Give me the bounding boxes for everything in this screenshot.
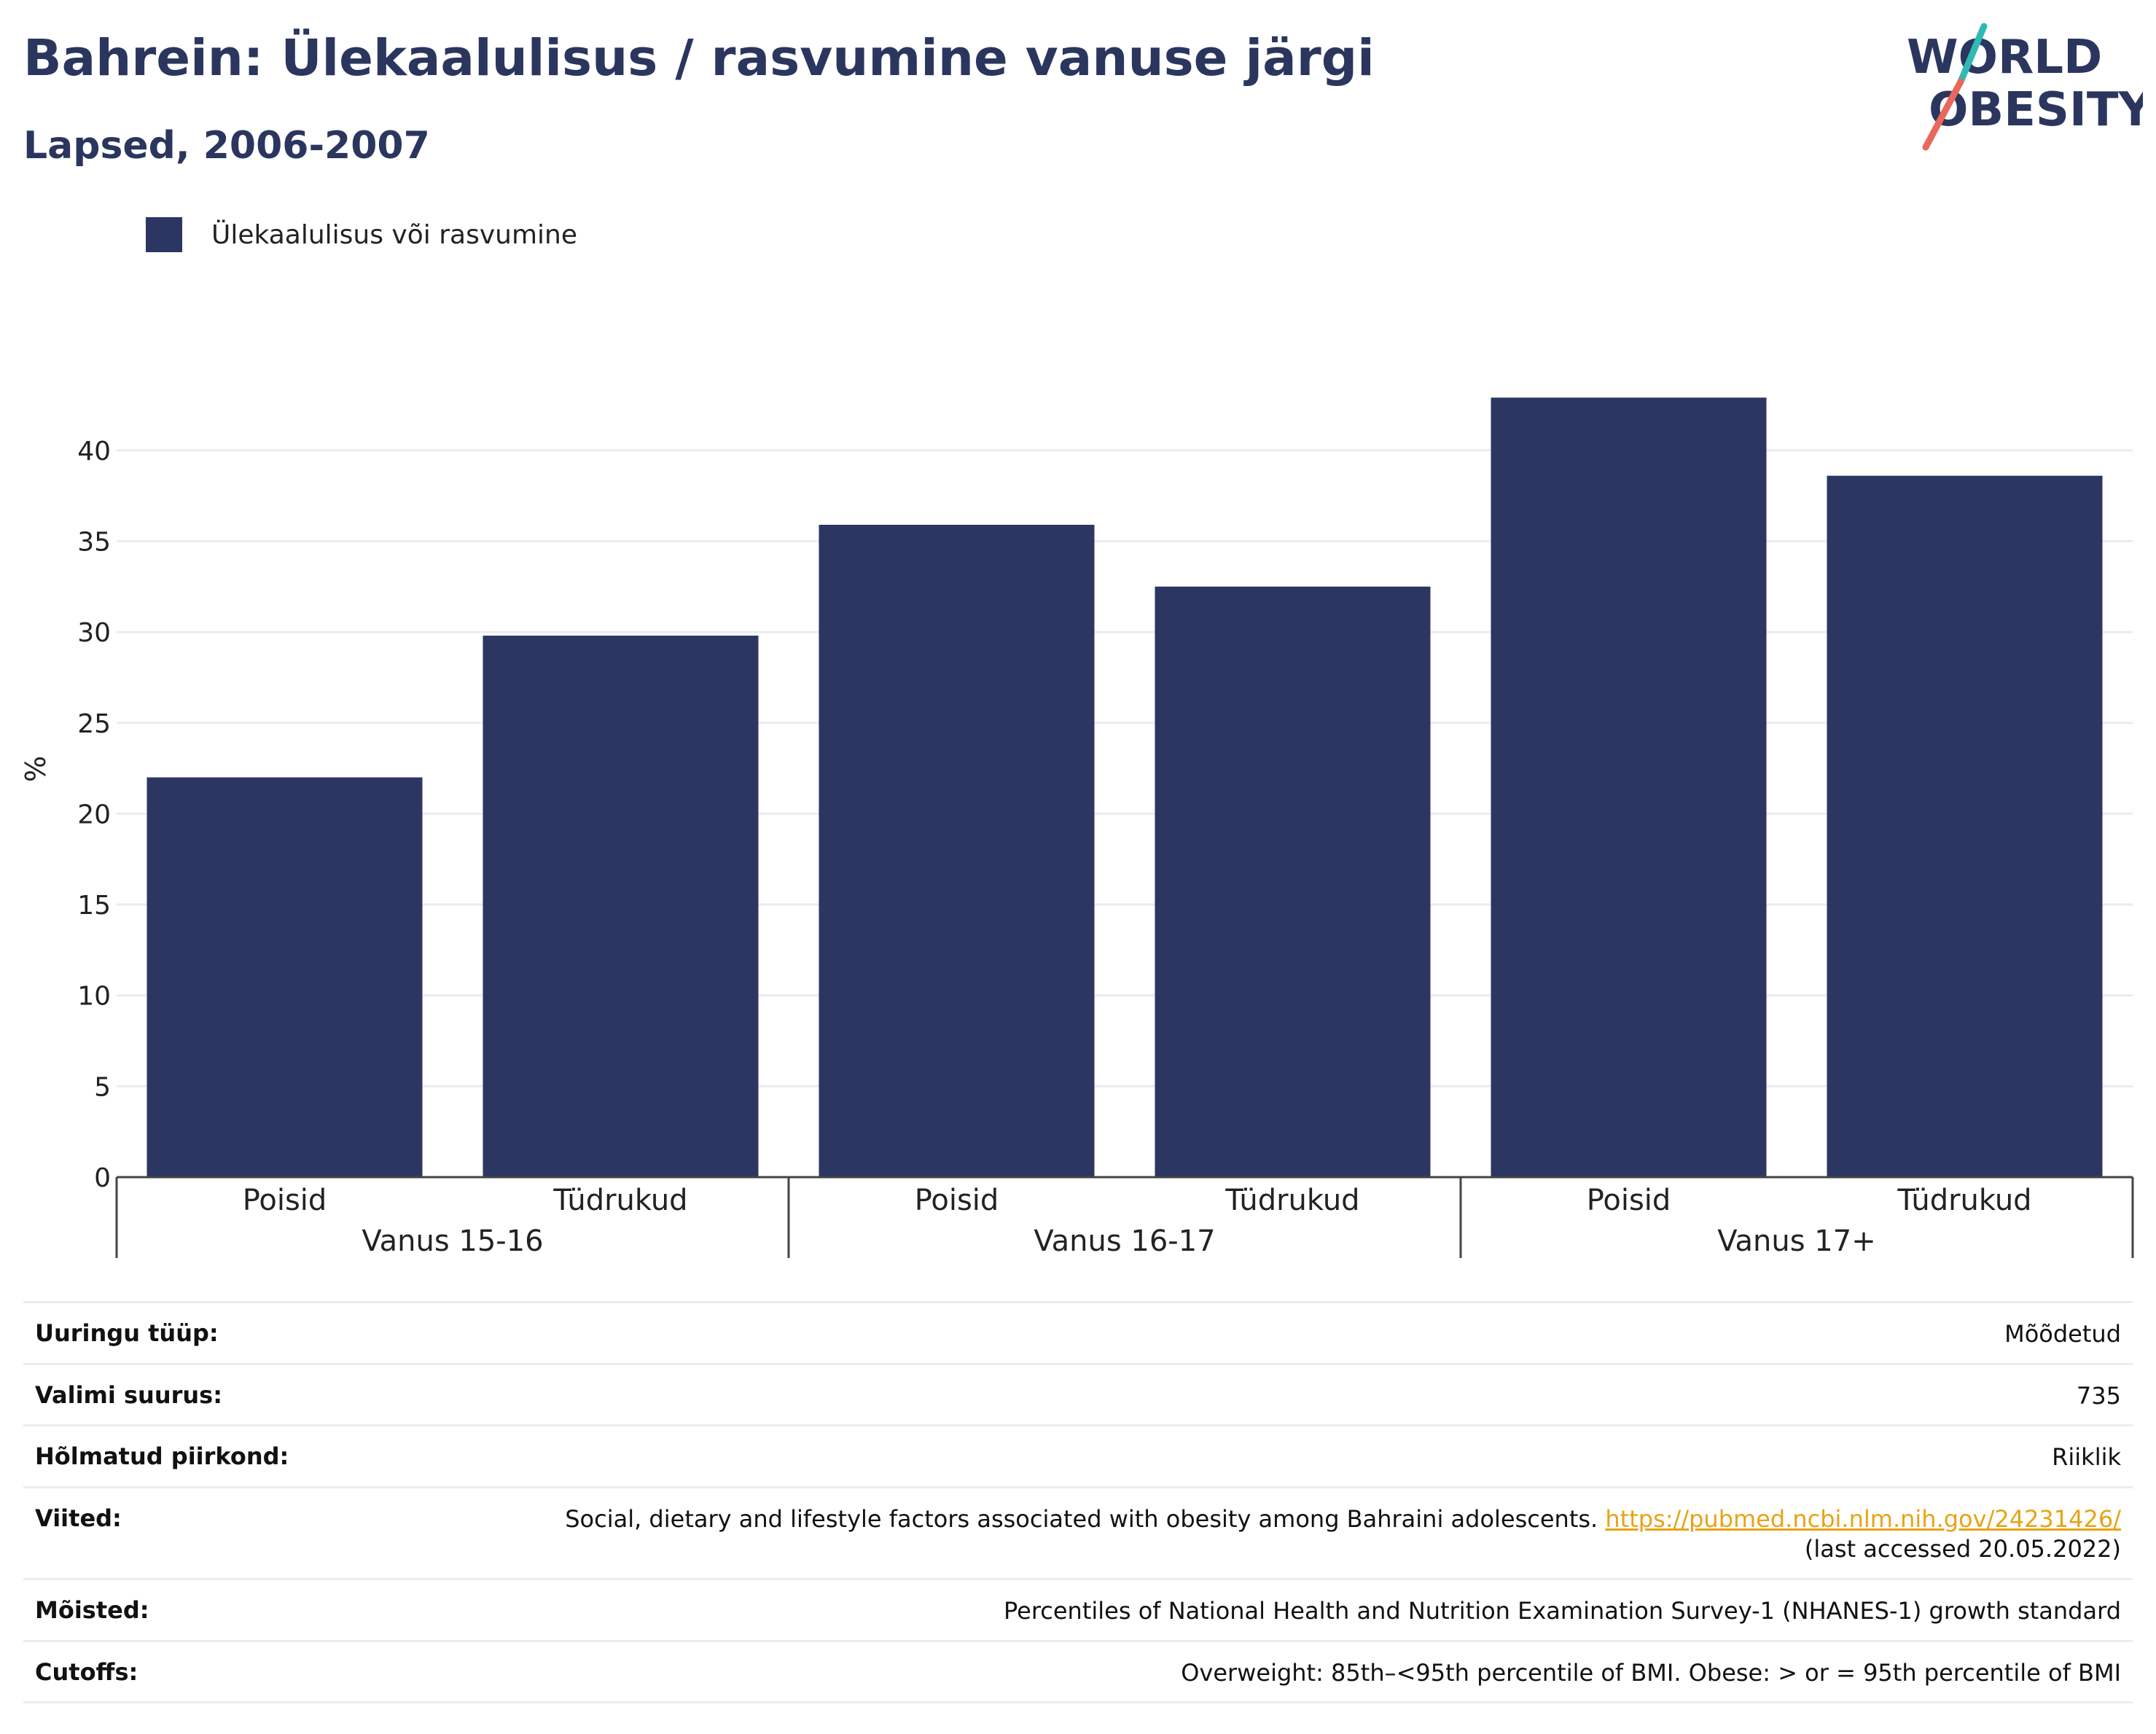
y-tick-label: 0 — [94, 1163, 111, 1193]
legend-swatch — [146, 217, 182, 252]
info-value: Percentiles of National Health and Nutri… — [426, 1577, 2133, 1641]
info-value: 735 — [426, 1362, 2133, 1426]
y-axis-label: % — [20, 756, 52, 782]
bar — [1491, 397, 1767, 1178]
info-value: Overweight: 85th–<95th percentile of BMI… — [426, 1639, 2133, 1704]
info-label: Uuringu tüüp: — [23, 1301, 426, 1364]
info-label: Valimi suurus: — [23, 1362, 426, 1426]
info-row: Viited: Social, dietary and lifestyle fac… — [23, 1485, 2133, 1579]
page-title: Bahrein: Ülekaalulisus / rasvumine vanus… — [23, 29, 1375, 87]
x-group-label: Vanus 17+ — [1717, 1225, 1875, 1258]
info-label: Cutoffs: — [23, 1639, 426, 1704]
reference-note: (last accessed 20.05.2022) — [1804, 1535, 2121, 1563]
y-tick-label: 15 — [77, 891, 111, 921]
bar-chart: 0 5 10 15 20 25 30 35 40 Poisid Tüdrukud Poisid Tüdr… — [20, 397, 2134, 1258]
bar — [147, 777, 423, 1177]
info-row: Valimi suurus: 735 — [23, 1362, 2133, 1426]
y-tick-label: 25 — [77, 709, 111, 739]
info-value-text: Riiklik — [2052, 1443, 2121, 1472]
logo-text-obesity: OBESITY — [1929, 83, 2143, 137]
bars — [147, 397, 2103, 1178]
x-group-label: Vanus 16-17 — [1034, 1225, 1215, 1258]
x-category-label: Tüdrukud — [1225, 1184, 1359, 1217]
info-row: Hõlmatud piirkond: Riiklik — [23, 1424, 2133, 1488]
logo-text-world: WORLD — [1907, 31, 2102, 85]
y-tick-label: 20 — [77, 800, 111, 829]
y-tick-label: 30 — [77, 618, 111, 648]
info-row: Cutoffs: Overweight: 85th–<95th percentil… — [23, 1639, 2133, 1704]
world-obesity-logo: WORLD OBESITY — [1907, 23, 2143, 151]
legend-label: Ülekaalulisus või rasvumine — [211, 219, 577, 250]
axes: 0 5 10 15 20 25 30 35 40 Poisid Tüdrukud Poisid Tüdr… — [77, 437, 2134, 1258]
logo-slash-bottom — [1922, 78, 1964, 151]
info-label: Mõisted: — [23, 1577, 426, 1641]
info-value: Mõõdetud — [426, 1301, 2133, 1364]
bar — [1827, 475, 2103, 1177]
grid-lines — [117, 449, 2133, 1087]
info-value-text: Social, dietary and lifestyle factors as… — [565, 1504, 1598, 1533]
x-category-label: Tüdrukud — [552, 1184, 687, 1217]
bar — [1155, 586, 1431, 1177]
x-category-label: Tüdrukud — [1897, 1184, 2031, 1217]
info-value-text: Percentiles of National Health and Nutri… — [1003, 1596, 2121, 1625]
x-category-label: Poisid — [915, 1184, 999, 1217]
y-tick-label: 10 — [77, 982, 111, 1012]
reference-link[interactable]: https://pubmed.ncbi.nlm.nih.gov/24231426… — [1605, 1504, 2121, 1533]
y-tick-label: 5 — [94, 1072, 111, 1102]
info-value-text: Overweight: 85th–<95th percentile of BMI… — [1181, 1658, 2121, 1687]
y-tick-label: 40 — [77, 437, 111, 466]
x-category-label: Poisid — [1587, 1184, 1671, 1217]
logo-slash-top — [1957, 23, 1988, 85]
page-subtitle: Lapsed, 2006-2007 — [23, 124, 430, 168]
bar — [819, 525, 1095, 1177]
x-category-label: Poisid — [243, 1184, 327, 1217]
info-row: Mõisted: Percentiles of National Health a… — [23, 1577, 2133, 1641]
info-value-text: 735 — [2076, 1381, 2121, 1410]
y-tick-label: 35 — [77, 527, 111, 557]
bar — [483, 636, 759, 1177]
chart-legend: Ülekaalulisus või rasvumine — [146, 216, 577, 254]
info-row: Uuringu tüüp: Mõõdetud — [23, 1301, 2133, 1364]
info-value-text: Mõõdetud — [2004, 1320, 2121, 1348]
x-group-label: Vanus 15-16 — [362, 1225, 543, 1258]
survey-info-table: Uuringu tüüp: Mõõdetud Valimi suurus: 735 Hõ… — [23, 1301, 2133, 1704]
info-value: Riiklik — [426, 1424, 2133, 1488]
info-label: Hõlmatud piirkond: — [23, 1424, 426, 1488]
info-label: Viited: — [23, 1485, 426, 1579]
info-value: Social, dietary and lifestyle factors as… — [426, 1485, 2133, 1579]
